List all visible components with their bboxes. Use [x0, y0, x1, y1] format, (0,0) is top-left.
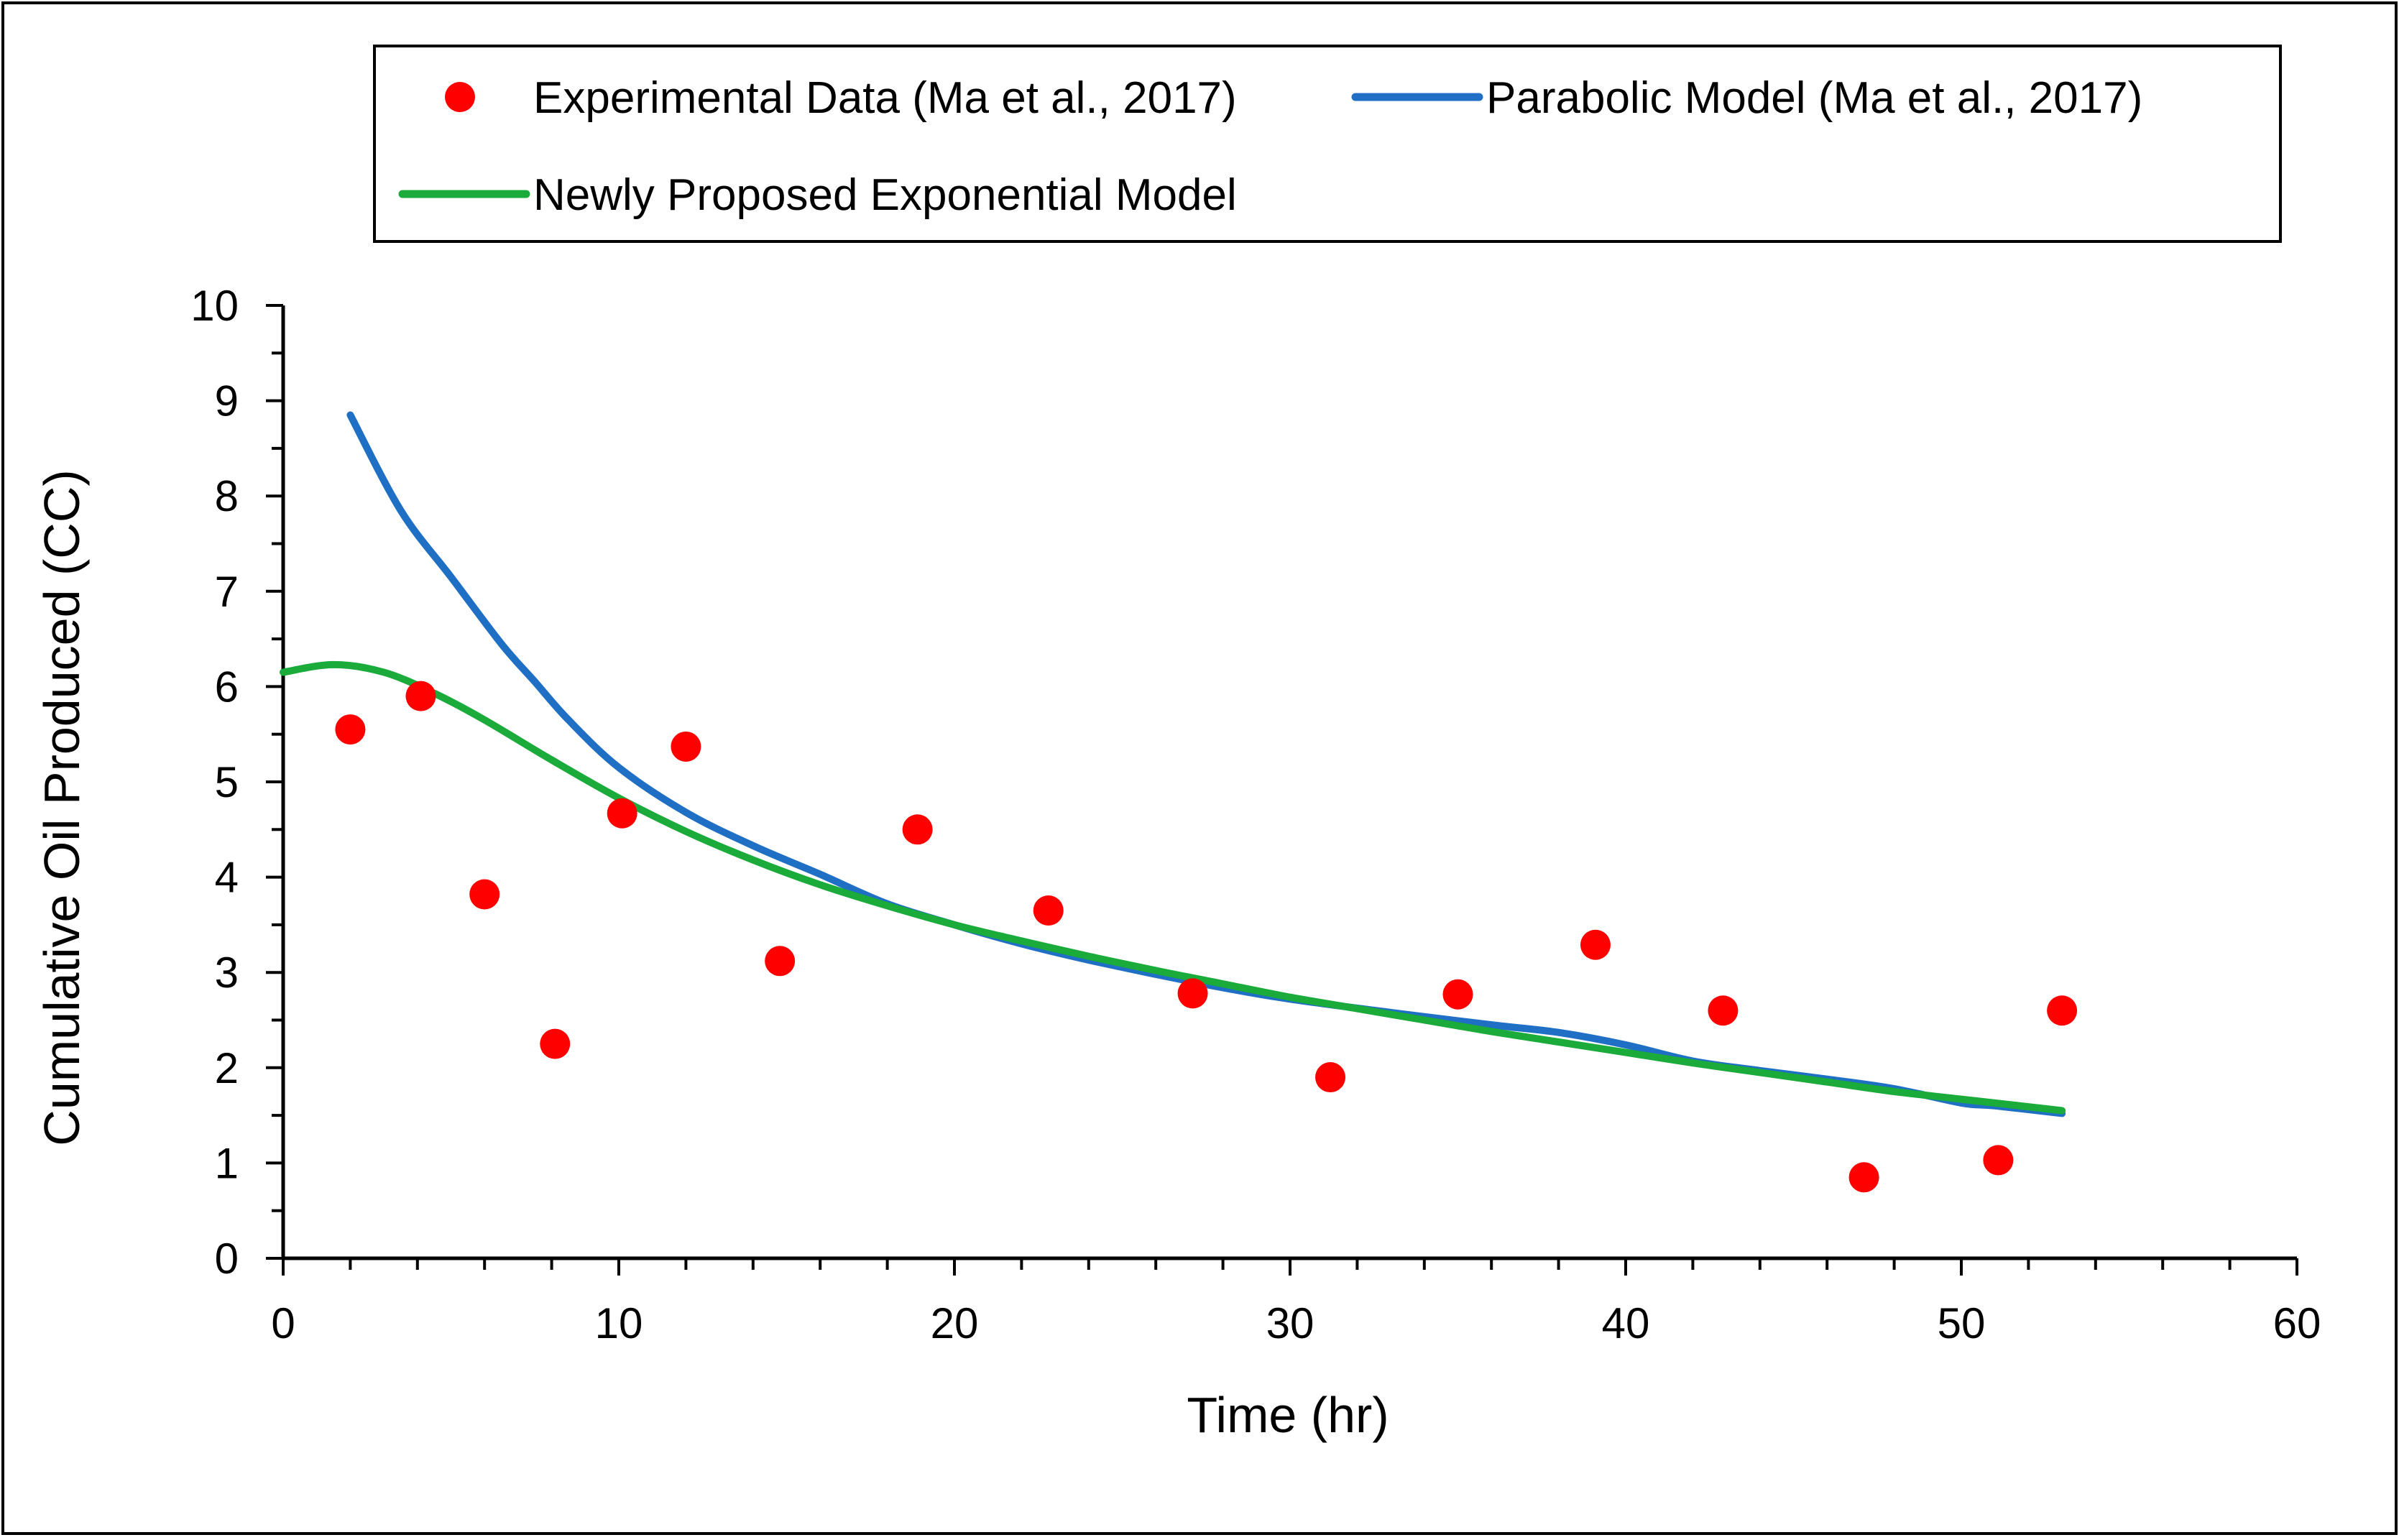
y-tick-label: 4 [215, 854, 239, 902]
data-point-experimental [540, 1028, 571, 1059]
data-point-experimental [335, 714, 366, 745]
data-point-experimental [607, 798, 637, 829]
y-tick-label: 6 [215, 663, 239, 711]
y-tick-label: 10 [190, 282, 239, 330]
x-tick-label: 30 [1266, 1299, 1314, 1347]
data-point-experimental [405, 681, 436, 711]
y-tick-label: 3 [215, 949, 239, 997]
data-point-experimental [1580, 929, 1611, 960]
x-tick-label: 10 [595, 1299, 643, 1347]
data-point-experimental [1442, 979, 1473, 1010]
y-tick-label: 2 [215, 1044, 239, 1092]
data-point-experimental [1315, 1062, 1346, 1093]
data-point-experimental [1033, 895, 1064, 926]
tick-marks [266, 304, 2298, 1276]
y-tick-label: 9 [215, 377, 239, 425]
x-tick-label: 60 [2273, 1299, 2321, 1347]
x-tick-label: 50 [1938, 1299, 1986, 1347]
legend-marker-experimental [445, 82, 475, 112]
tick-labels: 0 10 20 30 40 50 60 0 1 2 3 4 5 6 7 8 9 10 [190, 282, 2321, 1347]
y-tick-label: 8 [215, 472, 239, 520]
legend: Experimental Data (Ma et al., 2017) Para… [373, 45, 2282, 243]
data-point-experimental [2047, 995, 2078, 1026]
data-point-experimental [1848, 1162, 1879, 1193]
data-point-experimental [1177, 978, 1208, 1009]
y-tick-label: 5 [215, 758, 239, 806]
series-line-exponential [280, 660, 2066, 1115]
legend-label-parabolic: Parabolic Model (Ma et al., 2017) [1486, 73, 2142, 123]
data-point-experimental [1983, 1145, 2014, 1176]
x-tick-label: 40 [1602, 1299, 1650, 1347]
data-point-experimental [469, 879, 500, 910]
x-tick-label: 0 [271, 1299, 295, 1347]
y-axis-title: Cumulative Oil Produced (CC) [34, 469, 90, 1145]
data-point-experimental [765, 946, 796, 977]
legend-label-exponential: Newly Proposed Exponential Model [533, 170, 1237, 220]
x-tick-label: 20 [931, 1299, 979, 1347]
data-point-experimental [1708, 995, 1739, 1026]
legend-box [373, 45, 2282, 243]
series-layer [280, 411, 2078, 1193]
y-tick-label: 1 [215, 1139, 239, 1187]
y-tick-label: 0 [215, 1235, 239, 1283]
data-point-experimental [671, 731, 701, 762]
data-point-experimental [902, 814, 933, 845]
x-axis-title: Time (hr) [1187, 1387, 1389, 1443]
legend-label-experimental: Experimental Data (Ma et al., 2017) [533, 73, 1237, 123]
y-tick-label: 7 [215, 568, 239, 616]
